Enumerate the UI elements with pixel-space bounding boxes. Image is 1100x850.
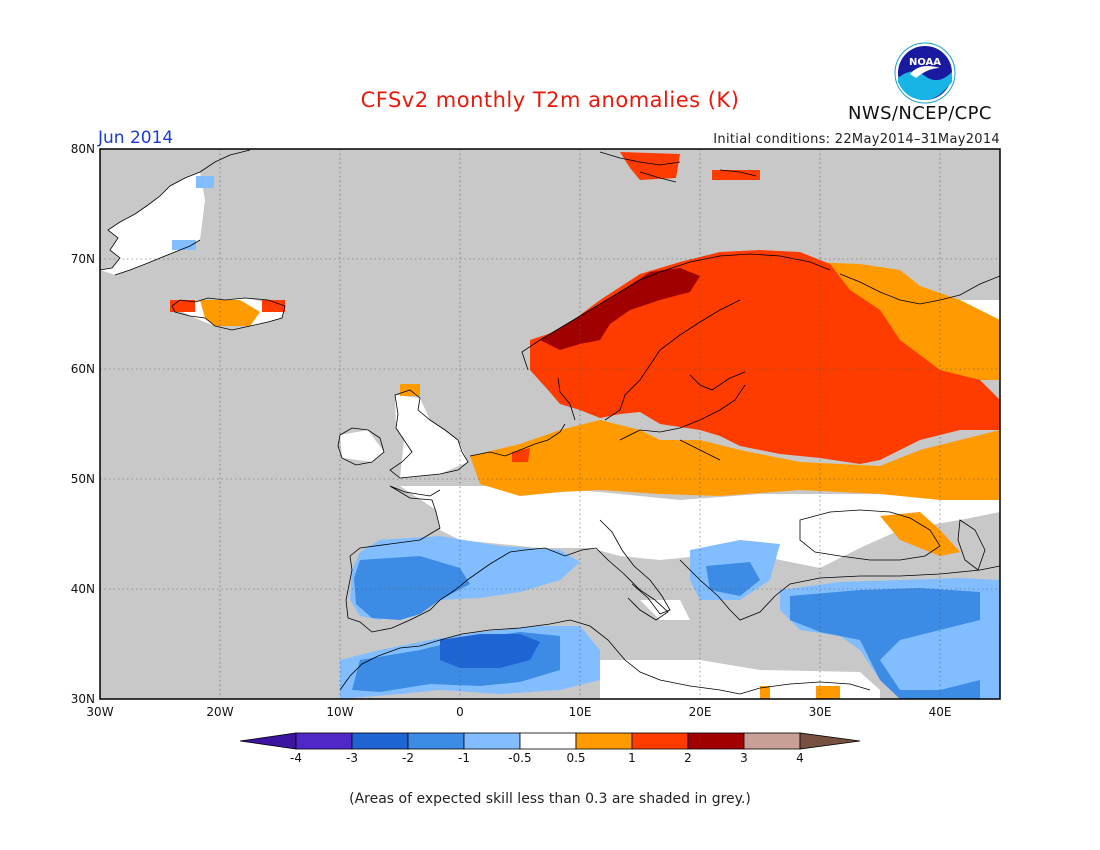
svg-text:NOAA: NOAA — [909, 57, 941, 68]
anomaly-region — [354, 556, 470, 620]
anomaly-region — [620, 152, 680, 180]
baltic-coast — [619, 384, 746, 461]
skill-footnote: (Areas of expected skill less than 0.3 a… — [349, 791, 751, 807]
legend-swatch — [295, 732, 353, 750]
noaa-logo-icon: NOAA — [894, 42, 956, 104]
anomaly-region — [712, 170, 760, 180]
agency-label: NWS/NCEP/CPC — [848, 103, 992, 124]
lat-tick-label: 50N — [71, 472, 95, 486]
anomaly-cells — [100, 152, 1000, 699]
lat-tick-label: 60N — [71, 362, 95, 376]
anomaly-region — [440, 634, 540, 668]
west-europe-coast — [345, 423, 669, 633]
anomaly-region — [200, 300, 260, 326]
legend-label: -3 — [346, 751, 358, 765]
lon-tick-label: 30E — [809, 705, 832, 719]
caspian-coast — [957, 519, 986, 571]
initial-conditions: Initial conditions: 22May2014–31May2014 — [713, 132, 1000, 147]
lon-tick-label: 10W — [326, 705, 353, 719]
legend-label: 2 — [684, 751, 692, 765]
black-sea-coast — [799, 509, 941, 561]
lon-tick-label: 20E — [689, 705, 712, 719]
legend-label: -4 — [290, 751, 302, 765]
legend-label: -0.5 — [508, 751, 531, 765]
britain-coast — [389, 389, 469, 479]
legend-label: 3 — [740, 751, 748, 765]
anomaly-region — [600, 660, 880, 699]
legend-label: 4 — [796, 751, 804, 765]
legend-label: 1 — [628, 751, 636, 765]
anomaly-region — [170, 300, 285, 312]
russia-north-coast — [839, 273, 1000, 305]
legend-swatch — [687, 732, 745, 750]
legend-swatch — [631, 732, 689, 750]
anomaly-region — [340, 430, 384, 462]
legend-swatch — [519, 732, 577, 750]
anomaly-region — [706, 562, 760, 596]
legend-label: -1 — [458, 751, 470, 765]
color-legend: -4 -3 -2 -1 -0.5 0.5 1 2 3 4 — [239, 732, 861, 765]
legend-swatch — [575, 732, 633, 750]
forecast-month: Jun 2014 — [98, 128, 174, 148]
anomaly-region — [395, 395, 468, 478]
lon-tick-label: 20W — [206, 705, 233, 719]
lon-tick-label: 40E — [929, 705, 952, 719]
iceland-coast — [171, 297, 286, 331]
lat-lon-grid — [100, 149, 1000, 699]
coastlines — [100, 149, 1000, 695]
map-frame — [99, 148, 1001, 700]
legend-arrow-high — [799, 732, 861, 750]
lat-tick-label: 70N — [71, 252, 95, 266]
italy-coast — [599, 519, 671, 615]
legend-label: 0.5 — [566, 751, 585, 765]
lon-tick-label: 30W — [86, 705, 113, 719]
svalbard-coast — [599, 151, 757, 183]
greenland-coast — [100, 149, 251, 276]
lon-tick-label: 0 — [456, 705, 464, 719]
legend-swatch — [407, 732, 465, 750]
anomaly-region — [810, 262, 1000, 380]
legend-arrow-low — [239, 732, 297, 750]
axis-tick-labels: 30W 20W 10W 0 10E 20E 30E 40E 80N 70N 60N 50N 40N 30N — [71, 142, 952, 719]
anomaly-region — [640, 600, 690, 620]
north-africa-coast — [339, 619, 871, 695]
map-title: CFSv2 monthly T2m anomalies (K) — [360, 88, 740, 112]
anomaly-region — [172, 176, 214, 250]
lat-tick-label: 80N — [71, 142, 95, 156]
anomaly-region — [470, 420, 1000, 500]
lat-tick-label: 40N — [71, 582, 95, 596]
legend-label: -2 — [402, 751, 414, 765]
legend-swatch — [351, 732, 409, 750]
lat-tick-label: 30N — [71, 692, 95, 706]
lon-tick-label: 10E — [569, 705, 592, 719]
legend-swatch — [463, 732, 521, 750]
balkans-coast — [679, 559, 1000, 621]
anomaly-region — [790, 588, 980, 699]
scandinavia-coast — [521, 253, 831, 421]
legend-swatch — [743, 732, 801, 750]
